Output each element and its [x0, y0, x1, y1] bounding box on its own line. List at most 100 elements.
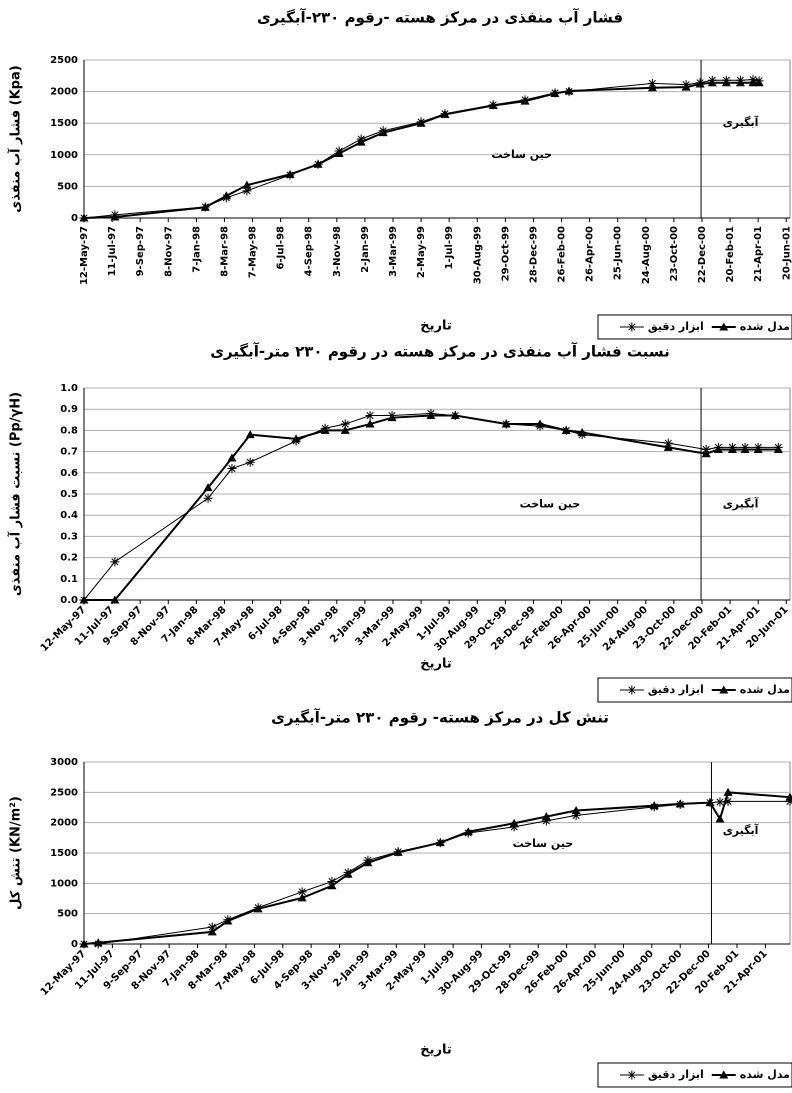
x-tick-label: 25-Jun-00 — [613, 226, 624, 280]
x-tick-label: 29-Oct-99 — [500, 226, 511, 281]
marker — [387, 413, 397, 422]
chart-title: نسبت فشار آب منفذی در مرکز هسته در رقوم … — [210, 343, 670, 361]
y-tick-label: 0.8 — [60, 425, 78, 436]
legend-label: مدل شده — [740, 683, 790, 696]
marker — [110, 212, 120, 221]
y-tick-label: 2500 — [50, 787, 78, 798]
y-tick-label: 0 — [71, 213, 78, 224]
y-tick-label: 1500 — [50, 118, 78, 129]
marker — [203, 483, 213, 492]
marker — [227, 453, 237, 462]
marker — [647, 83, 657, 92]
marker — [561, 425, 571, 434]
x-tick-label: 4-Sep-98 — [304, 226, 315, 276]
annotation: آبگیری — [723, 497, 759, 511]
y-tick-label: 2000 — [50, 818, 78, 829]
y-axis-label: تنش کل (KN/m²) — [9, 796, 24, 910]
marker — [723, 796, 733, 806]
marker — [785, 796, 792, 806]
marker — [541, 816, 551, 826]
marker — [723, 787, 733, 796]
x-tick-label: 12-May-97 — [79, 226, 90, 285]
marker — [705, 798, 715, 807]
marker — [242, 180, 252, 189]
marker — [378, 128, 388, 137]
x-tick-label: 21-Apr-01 — [753, 226, 764, 282]
y-tick-label: 0.5 — [60, 489, 78, 500]
marker — [713, 444, 723, 453]
x-tick-label: 6-Jul-98 — [276, 226, 287, 269]
marker — [695, 79, 705, 88]
marker — [715, 797, 725, 807]
x-tick-label: 3-Nov-98 — [332, 226, 343, 277]
marker — [719, 1070, 729, 1079]
marker — [535, 419, 545, 428]
marker — [393, 847, 403, 856]
annotation: حین ساخت — [520, 498, 581, 511]
x-tick-label: 20-Jun-01 — [781, 226, 792, 280]
marker — [297, 887, 307, 897]
marker — [681, 82, 691, 91]
y-tick-label: 0.0 — [60, 595, 78, 606]
y-tick-label: 0.9 — [60, 404, 78, 415]
x-tick-label: 22-Dec-00 — [697, 226, 708, 283]
marker — [79, 595, 89, 604]
marker — [701, 449, 711, 458]
annotation: حین ساخت — [513, 837, 574, 850]
marker — [223, 916, 233, 925]
marker — [719, 322, 729, 331]
marker — [291, 434, 301, 443]
marker — [748, 78, 758, 87]
marker — [93, 938, 103, 947]
y-tick-label: 0.7 — [60, 447, 78, 458]
annotation: آبگیری — [723, 115, 759, 129]
y-tick-label: 2500 — [50, 55, 78, 66]
marker — [200, 202, 210, 211]
marker — [207, 922, 217, 932]
y-axis-label: فشار آب منفذی (Kpa) — [7, 65, 24, 212]
marker — [463, 827, 473, 836]
x-tick-label: 26-Feb-00 — [557, 226, 568, 283]
marker — [340, 419, 350, 429]
x-tick-label: 28-Dec-99 — [528, 226, 539, 283]
marker — [577, 428, 587, 437]
chart-title: فشار آب منفذی در مرکز هسته -رقوم ۲۳۰-آبگ… — [257, 9, 623, 27]
marker — [550, 88, 560, 97]
chart-title: تنش کل در مرکز هسته- رقوم ۲۳۰ متر-آبگیری — [271, 709, 609, 727]
marker — [773, 444, 783, 453]
y-tick-label: 0 — [71, 939, 78, 950]
marker — [110, 595, 120, 604]
marker — [203, 493, 213, 503]
marker — [245, 430, 255, 439]
x-axis-label: تاریخ — [420, 1043, 452, 1058]
marker — [340, 425, 350, 434]
marker — [242, 186, 252, 196]
marker — [79, 939, 89, 948]
marker — [627, 1070, 637, 1080]
marker — [785, 792, 792, 801]
marker — [207, 927, 217, 936]
marker — [356, 137, 366, 146]
x-tick-label: 24-Aug-00 — [641, 226, 652, 284]
x-axis-label: تاریخ — [420, 657, 452, 672]
x-tick-label: 8-Nov-97 — [163, 226, 174, 277]
marker — [253, 904, 263, 913]
x-tick-label: 8-Mar-98 — [219, 226, 230, 277]
marker — [221, 191, 231, 200]
y-tick-label: 1000 — [50, 878, 78, 889]
marker — [327, 881, 337, 890]
marker — [735, 78, 745, 87]
marker — [450, 411, 460, 420]
x-tick-label: 26-Apr-00 — [585, 226, 596, 282]
marker — [727, 444, 737, 453]
marker — [754, 78, 764, 87]
marker — [707, 78, 717, 87]
marker — [285, 169, 295, 178]
marker — [440, 109, 450, 118]
y-tick-label: 0.6 — [60, 468, 78, 479]
y-tick-label: 0.4 — [60, 510, 78, 521]
marker — [520, 96, 530, 105]
marker — [753, 444, 763, 453]
x-tick-label: 23-Oct-00 — [669, 226, 680, 281]
x-tick-label: 1-Jul-99 — [444, 226, 455, 269]
